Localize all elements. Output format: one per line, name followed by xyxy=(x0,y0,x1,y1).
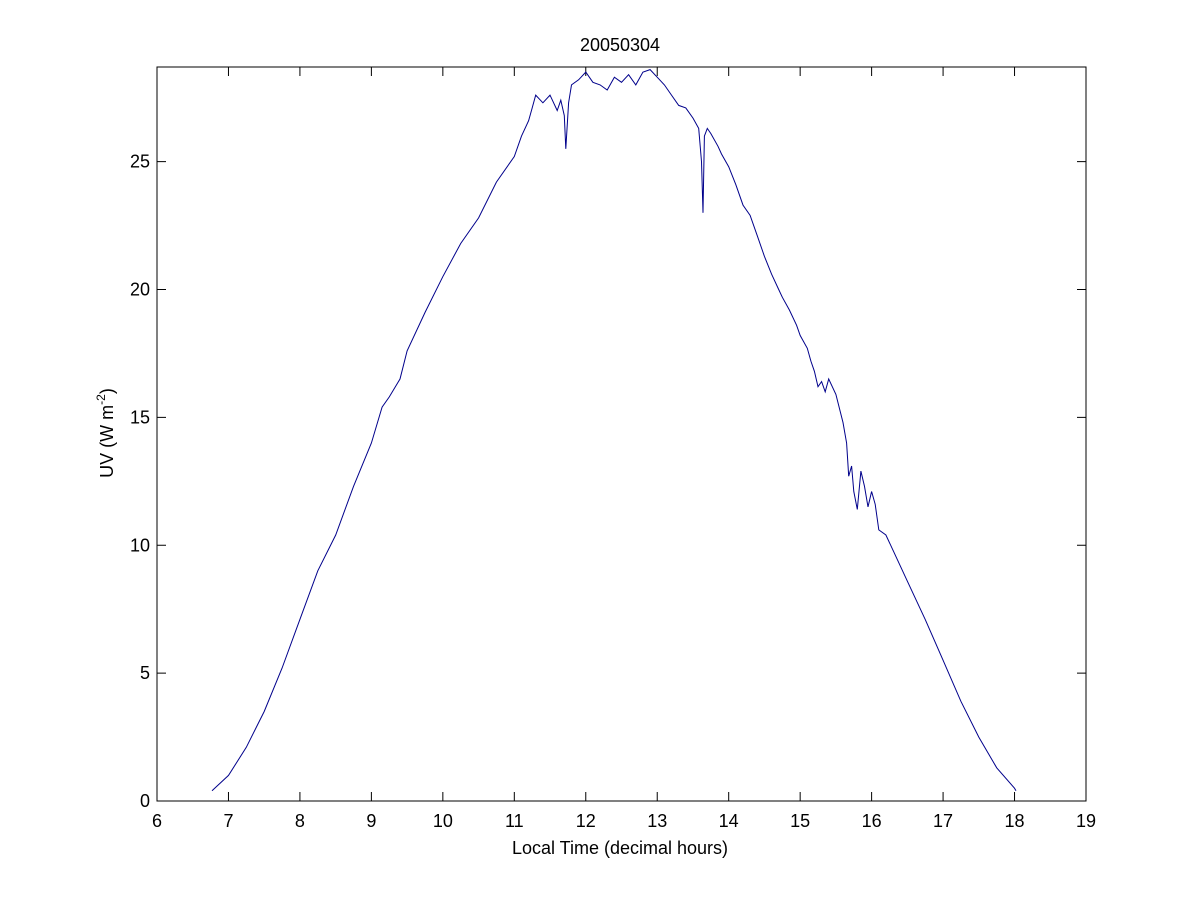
y-axis-label-superscript: -2 xyxy=(94,394,108,405)
y-axis-label-main: UV (W m xyxy=(97,405,117,478)
y-tick-label: 10 xyxy=(130,535,150,555)
x-tick-labels: 6 7 8 9 10 11 12 13 14 15 16 17 18 19 xyxy=(152,811,1096,831)
x-tick-label: 14 xyxy=(719,811,739,831)
x-tick-label: 19 xyxy=(1076,811,1096,831)
x-tick-label: 10 xyxy=(433,811,453,831)
y-tick-label: 25 xyxy=(130,152,150,172)
x-tick-label: 12 xyxy=(576,811,596,831)
x-tick-label: 8 xyxy=(295,811,305,831)
x-tick-label: 17 xyxy=(933,811,953,831)
y-tick-labels: 0 5 10 15 20 25 xyxy=(130,152,150,811)
y-tick-label: 20 xyxy=(130,280,150,300)
x-tick-label: 6 xyxy=(152,811,162,831)
y-tick-label: 5 xyxy=(140,663,150,683)
y-axis-label: UV (W m-2) xyxy=(94,388,117,478)
x-tick-label: 13 xyxy=(647,811,667,831)
x-axis-label: Local Time (decimal hours) xyxy=(512,838,728,858)
chart-title: 20050304 xyxy=(580,35,660,55)
uv-series-line xyxy=(211,69,1017,792)
y-tick-label: 15 xyxy=(130,407,150,427)
x-tick-label: 18 xyxy=(1005,811,1025,831)
x-tick-label: 7 xyxy=(223,811,233,831)
x-tick-label: 9 xyxy=(366,811,376,831)
x-tick-label: 15 xyxy=(790,811,810,831)
x-tick-label: 11 xyxy=(505,811,524,831)
x-tick-label: 16 xyxy=(862,811,882,831)
plot-box xyxy=(156,66,1087,802)
y-tick-label: 0 xyxy=(140,791,150,811)
plot-axes xyxy=(156,66,1087,802)
y-axis-label-close: ) xyxy=(97,388,117,394)
